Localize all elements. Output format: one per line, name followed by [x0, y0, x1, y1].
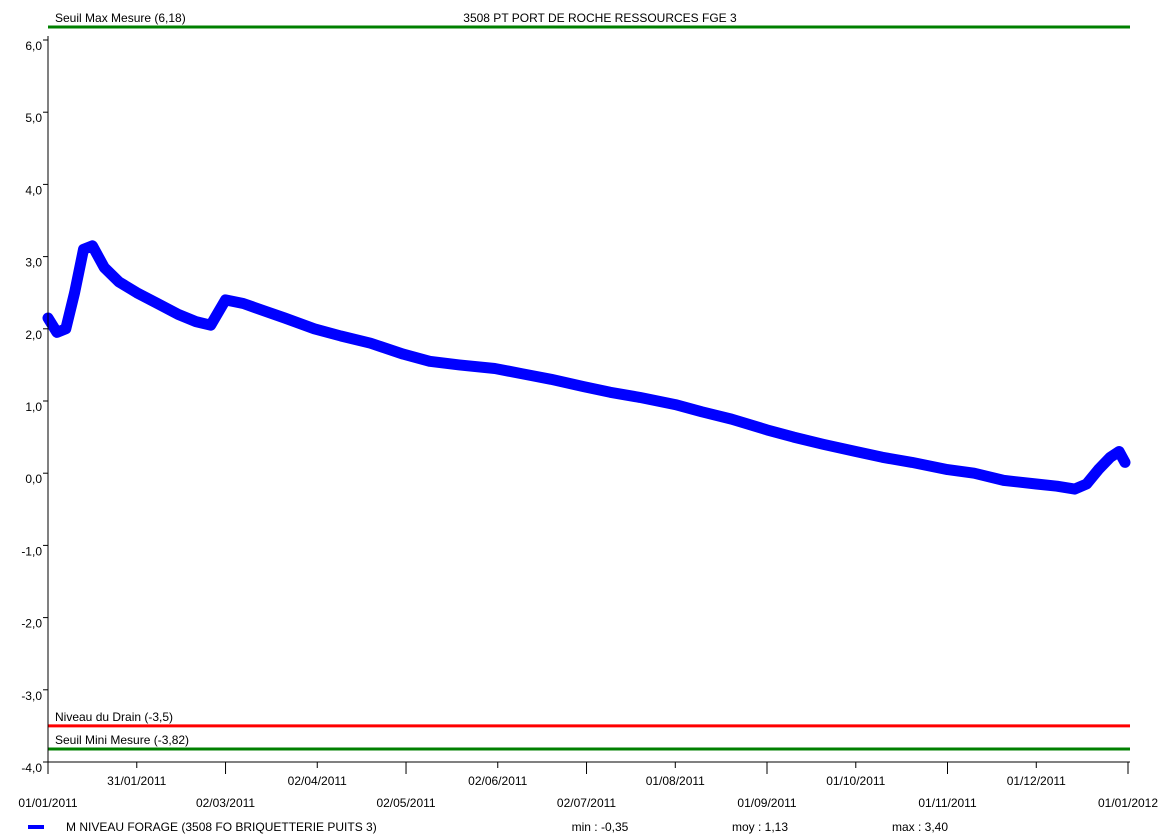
- y-tick-label: 0,0: [25, 472, 42, 486]
- y-tick-label: 4,0: [25, 183, 42, 197]
- threshold-label: Seuil Mini Mesure (-3,82): [55, 733, 189, 747]
- x-tick-label: 02/06/2011: [468, 774, 527, 788]
- y-tick-label: -1,0: [21, 544, 42, 558]
- x-tick-label: 31/01/2011: [107, 774, 166, 788]
- threshold-label: Niveau du Drain (-3,5): [55, 710, 173, 724]
- y-tick-label: -2,0: [21, 617, 42, 631]
- x-tick-label: 01/01/2011: [18, 796, 77, 810]
- x-tick-label: 01/12/2011: [1007, 774, 1066, 788]
- legend-stat: min : -0,35: [572, 820, 629, 834]
- x-tick-label: 02/04/2011: [288, 774, 347, 788]
- chart-title: 3508 PT PORT DE ROCHE RESSOURCES FGE 3: [463, 11, 737, 25]
- x-tick-label: 01/11/2011: [918, 796, 977, 810]
- series-line: [42, 240, 1131, 495]
- x-tick-label: 02/05/2011: [376, 796, 435, 810]
- x-tick-label: 01/08/2011: [646, 774, 705, 788]
- y-tick-label: 5,0: [25, 111, 42, 125]
- y-tick-label: -3,0: [21, 689, 42, 703]
- x-tick-label: 01/01/2012: [1098, 796, 1158, 810]
- y-tick-label: 3,0: [25, 256, 42, 270]
- y-tick-label: -4,0: [21, 761, 42, 775]
- y-tick-label: 1,0: [25, 400, 42, 414]
- x-tick-label: 02/03/2011: [196, 796, 255, 810]
- threshold-label: Seuil Max Mesure (6,18): [55, 11, 186, 25]
- x-tick-label: 01/09/2011: [737, 796, 796, 810]
- x-tick-label: 01/10/2011: [826, 774, 885, 788]
- legend-stat: max : 3,40: [892, 820, 948, 834]
- legend-stat: moy : 1,13: [732, 820, 788, 834]
- y-tick-label: 6,0: [25, 39, 42, 53]
- legend-label: M NIVEAU FORAGE (3508 FO BRIQUETTERIE PU…: [66, 820, 377, 834]
- y-tick-label: 2,0: [25, 328, 42, 342]
- x-tick-label: 02/07/2011: [557, 796, 616, 810]
